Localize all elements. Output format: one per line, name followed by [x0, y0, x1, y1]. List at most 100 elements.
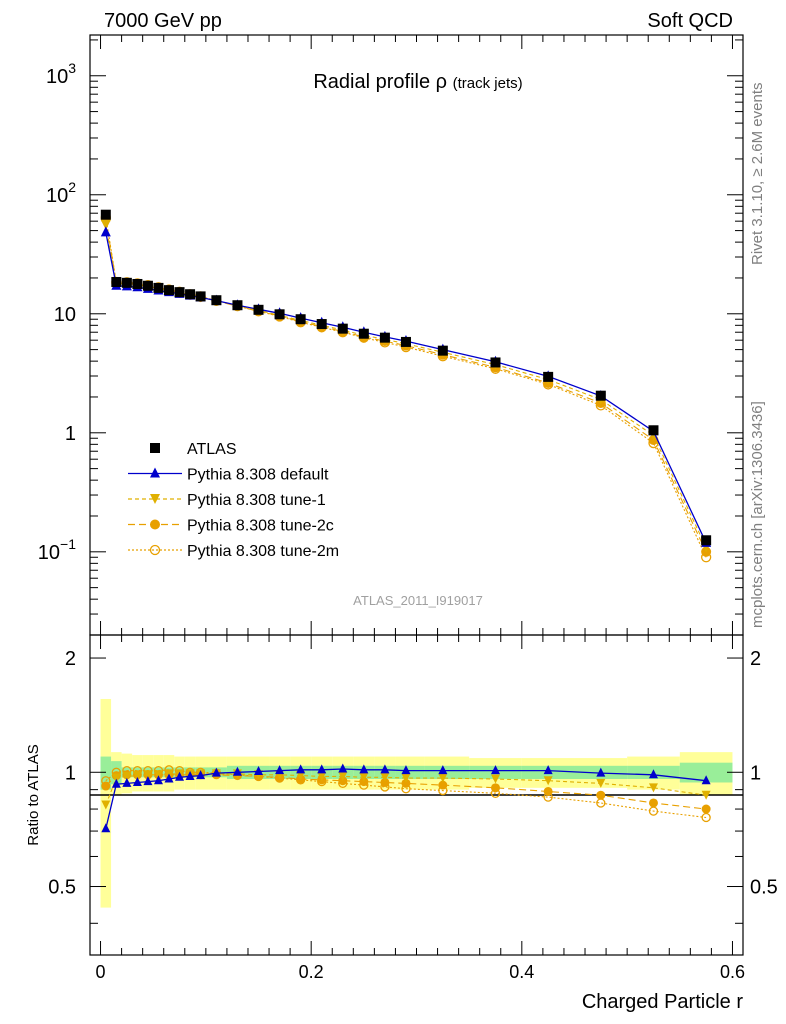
ratio-y-tick-label-right: 2	[750, 648, 761, 670]
ratio-point	[401, 765, 411, 775]
ratio-point	[164, 773, 174, 783]
ratio-point	[380, 772, 390, 782]
ratio-y-axis-label: Ratio to ATLAS	[25, 744, 42, 845]
ratio-point	[543, 776, 553, 786]
ratio-point	[543, 765, 553, 775]
ratio-point	[275, 765, 285, 775]
stat-uncertainty-band	[100, 756, 112, 790]
ratio-plot-panel: 0 0.2 0.4 0.6 0.5 0.5 1 1 2 2 Ratio to ATLAS Char…	[25, 634, 778, 1013]
y-tick-label: 1	[65, 423, 76, 445]
data-point	[379, 332, 390, 343]
data-point	[701, 535, 712, 546]
ratio-point	[338, 763, 348, 773]
data-point	[100, 209, 111, 220]
y-tick-label: 10−1	[38, 536, 76, 564]
ratio-series-line	[105, 769, 707, 819]
ratio-point	[122, 777, 132, 787]
stat-uncertainty-band	[424, 765, 470, 780]
data-point	[121, 277, 132, 288]
legend-marker	[150, 494, 160, 504]
ratio-point	[143, 770, 153, 780]
ratio-point	[101, 823, 111, 833]
ratio-point	[101, 781, 111, 791]
ratio-point	[317, 764, 327, 774]
ratio-point	[701, 804, 711, 814]
ratio-point	[648, 783, 658, 793]
ratio-point	[543, 786, 553, 796]
data-point	[163, 285, 174, 296]
data-point	[195, 291, 206, 302]
data-point	[185, 289, 196, 300]
ratio-point	[111, 773, 121, 783]
data-point	[253, 304, 264, 315]
ratio-point	[317, 771, 327, 781]
ratio-point	[490, 783, 500, 793]
rivet-label: Rivet 3.1.10, ≥ 2.6M events	[749, 83, 766, 266]
ratio-point	[438, 780, 448, 790]
data-point	[295, 314, 306, 325]
ratio-point	[701, 790, 711, 800]
y-tick-label: 10	[54, 304, 76, 326]
x-tick-label: 0.6	[720, 962, 745, 982]
mcplots-label: mcplots.cern.ch [arXiv:1306.3436]	[749, 401, 766, 628]
ratio-point	[438, 765, 448, 775]
ratio-point	[254, 765, 264, 775]
ratio-point	[196, 770, 206, 780]
legend-marker	[149, 544, 161, 556]
data-point	[132, 278, 143, 289]
ratio-point	[296, 771, 306, 781]
data-point	[490, 357, 501, 368]
data-point	[274, 309, 285, 320]
main-data-layer	[100, 209, 712, 563]
data-point	[100, 226, 111, 237]
ratio-point	[143, 776, 153, 786]
x-tick-label: 0.2	[299, 962, 324, 982]
ratio-series-line	[105, 773, 707, 806]
ratio-y-tick-label: 0.5	[48, 877, 76, 899]
y-tick-label: 102	[46, 179, 76, 207]
ratio-point	[153, 775, 163, 785]
main-plot-panel: 10−1 1 10 102 103 Radial profile ρ (track je…	[38, 34, 744, 636]
data-point	[358, 328, 369, 339]
legend-marker	[150, 519, 160, 530]
legend-label: Pythia 8.308 tune-1	[187, 492, 326, 509]
ratio-y-tick-label: 2	[65, 648, 76, 670]
ratio-point	[490, 765, 500, 775]
ratio-point	[401, 778, 411, 788]
ratio-point	[490, 774, 500, 784]
ratio-point	[438, 773, 448, 783]
ratio-plot-frame	[89, 634, 744, 956]
data-point	[100, 219, 111, 230]
legend-label: Pythia 8.308 default	[187, 467, 329, 484]
plot-title: Radial profile ρ (track jets)	[313, 71, 522, 93]
legend-label: ATLAS	[187, 441, 237, 458]
ratio-y-tick-label-right: 1	[750, 762, 761, 784]
data-point	[595, 390, 606, 401]
ratio-point	[648, 798, 658, 808]
data-point	[400, 336, 411, 347]
series-line	[105, 218, 707, 553]
ratio-point	[359, 764, 369, 774]
data-point	[142, 280, 153, 291]
main-axes: 10−1 1 10 102 103	[38, 35, 743, 636]
ratio-point	[132, 776, 142, 786]
data-point	[211, 295, 222, 306]
x-tick-label: 0	[96, 962, 106, 982]
ratio-point	[596, 790, 606, 800]
data-point	[543, 371, 554, 382]
legend-marker	[150, 443, 160, 453]
x-tick-label: 0.4	[509, 962, 534, 982]
data-point	[337, 323, 348, 334]
ratio-point	[596, 767, 606, 777]
data-point	[153, 282, 164, 293]
y-tick-label: 103	[46, 60, 76, 88]
ratio-point	[211, 767, 221, 777]
ratio-point	[380, 777, 390, 787]
ratio-point	[648, 769, 658, 779]
ratio-point	[101, 800, 111, 810]
data-point	[174, 287, 185, 298]
ratio-data-layer	[101, 763, 711, 833]
ratio-point	[132, 771, 142, 781]
ratio-point	[175, 771, 185, 781]
